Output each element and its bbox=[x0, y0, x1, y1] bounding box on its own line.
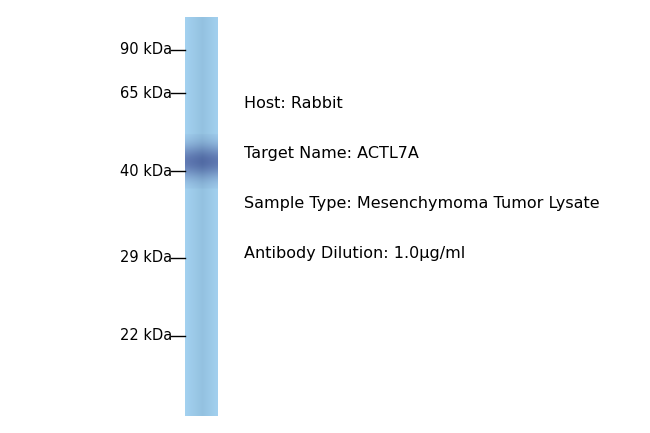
Text: 22 kDa: 22 kDa bbox=[120, 328, 172, 343]
Text: 65 kDa: 65 kDa bbox=[120, 86, 172, 100]
Text: 29 kDa: 29 kDa bbox=[120, 250, 172, 265]
Text: Antibody Dilution: 1.0µg/ml: Antibody Dilution: 1.0µg/ml bbox=[244, 246, 465, 261]
Text: Host: Rabbit: Host: Rabbit bbox=[244, 97, 343, 111]
Text: 40 kDa: 40 kDa bbox=[120, 164, 172, 178]
Text: Sample Type: Mesenchymoma Tumor Lysate: Sample Type: Mesenchymoma Tumor Lysate bbox=[244, 196, 599, 211]
Text: 90 kDa: 90 kDa bbox=[120, 42, 172, 57]
Text: Target Name: ACTL7A: Target Name: ACTL7A bbox=[244, 146, 419, 161]
